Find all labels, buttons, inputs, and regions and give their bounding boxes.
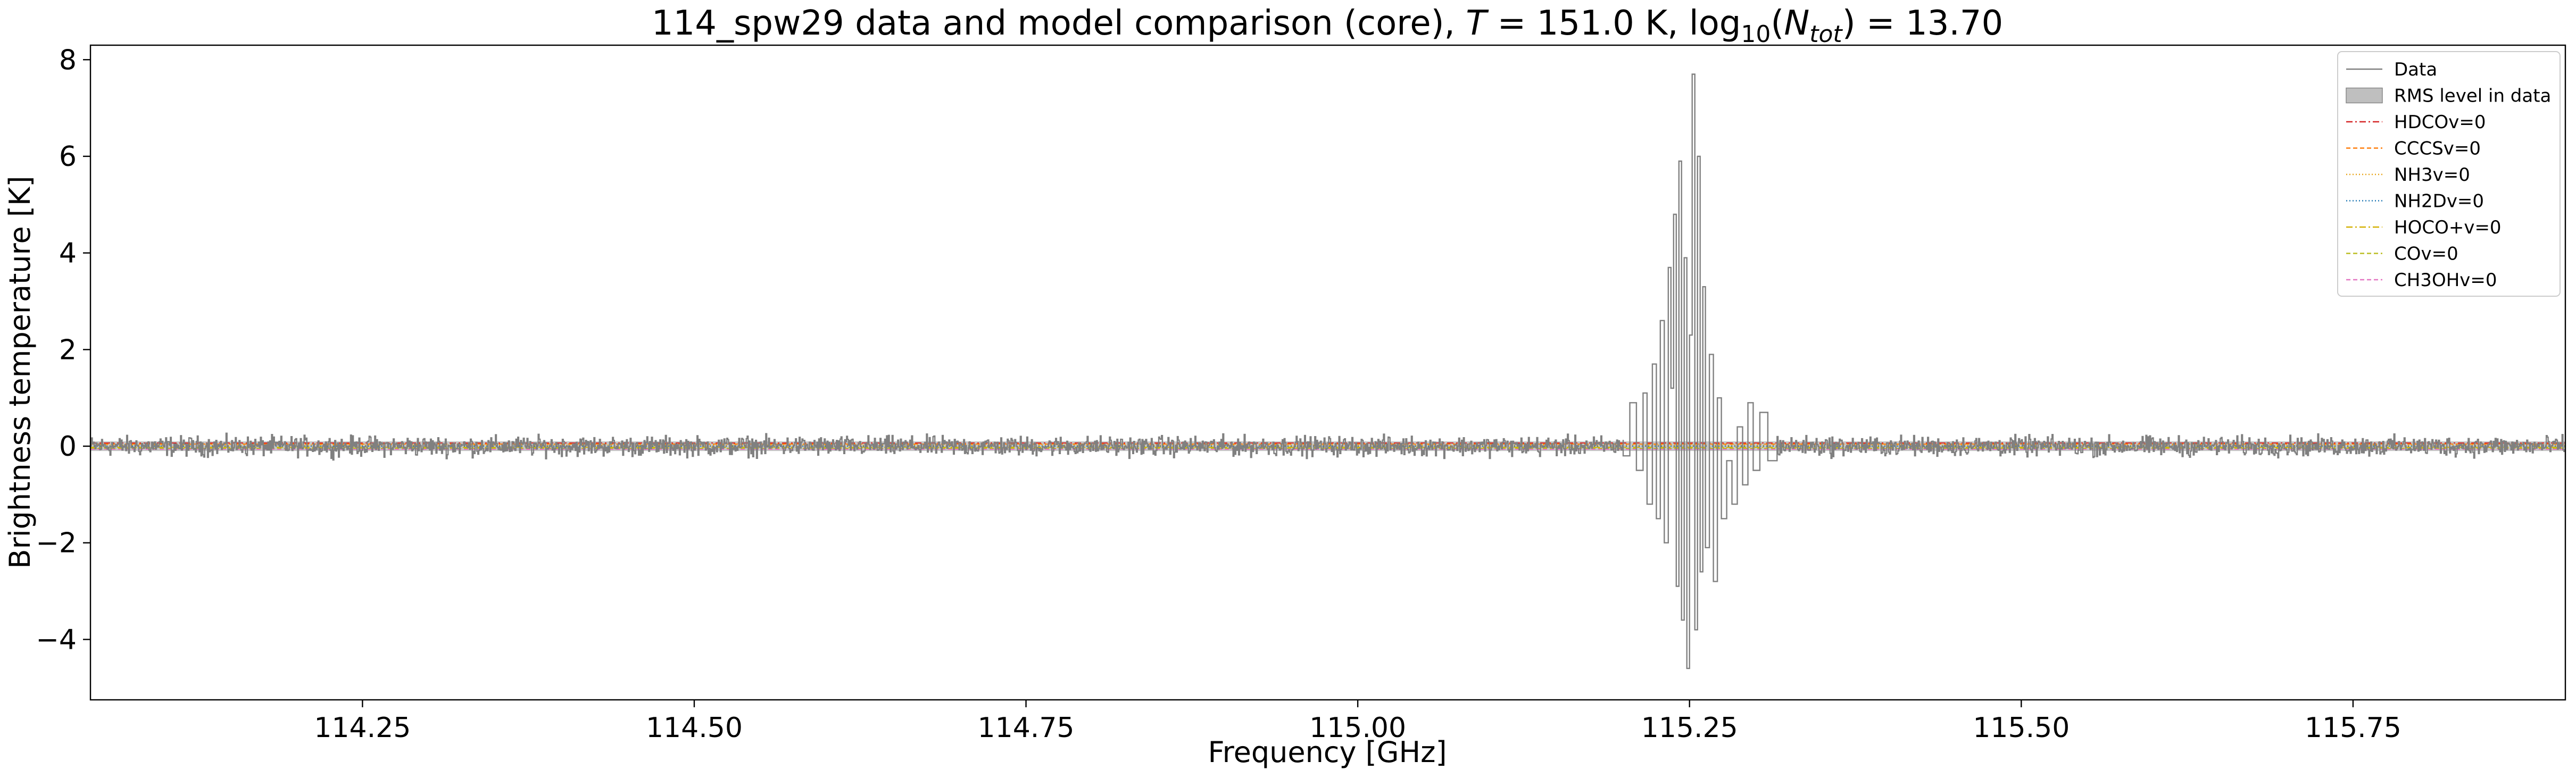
data-line [90, 73, 2565, 670]
legend-label-rms-level-in-data: RMS level in data [2394, 86, 2551, 107]
legend-label-cov-0: COv=0 [2394, 244, 2458, 265]
legend-label-nh2dv-0: NH2Dv=0 [2394, 191, 2484, 212]
legend-label-hoco-v-0: HOCO+v=0 [2394, 217, 2502, 238]
legend-box [2337, 51, 2561, 297]
title-n-symbol: N [1784, 4, 1809, 43]
y-tick-label: −4 [36, 624, 77, 656]
legend-swatch-rms-level-in-data [2346, 87, 2383, 104]
legend-label-nh3v-0: NH3v=0 [2394, 164, 2470, 186]
y-tick-label: −2 [36, 528, 77, 559]
legend-label-hdcov-0: HDCOv=0 [2394, 112, 2486, 133]
legend-label-ch3ohv-0: CH3OHv=0 [2394, 270, 2497, 291]
title-n-open: ( [1771, 4, 1784, 43]
y-axis-label: Brightness temperature [K] [3, 176, 37, 569]
title-t-value: = 151.0 K, log [1486, 4, 1741, 43]
y-tick-label: 8 [59, 44, 77, 76]
x-tick-label: 115.50 [1973, 712, 2070, 744]
legend-label-data: Data [2394, 59, 2437, 80]
legend-label-cccsv-0: CCCSv=0 [2394, 138, 2481, 160]
legend: Data RMS level in data HDCOv=0 CCCSv=0 NH3v=… [2337, 51, 2561, 297]
title-log-base: 10 [1741, 21, 1771, 48]
title-n-sub: tot [1809, 21, 1843, 48]
plot-frame [89, 44, 2566, 701]
x-axis-label: Frequency [GHz] [1208, 735, 1447, 769]
x-tick-label: 114.75 [978, 712, 1075, 744]
data-line-layer [90, 73, 2565, 670]
y-axis: −4 −2 0 2 4 6 8 [36, 44, 90, 656]
x-tick-label: 115.00 [1309, 712, 1406, 744]
x-tick-label: 114.50 [646, 712, 743, 744]
y-tick-label: 2 [59, 334, 77, 366]
x-tick-label: 115.75 [2305, 712, 2402, 744]
plot-area [90, 73, 2565, 670]
title-t-symbol: T [1466, 4, 1489, 43]
title-n-close: ) = 13.70 [1842, 4, 2004, 43]
legend-entries: Data RMS level in data HDCOv=0 CCCSv=0 NH3v=… [2346, 59, 2551, 291]
title-prefix: 114_spw29 data and model comparison (cor… [652, 4, 1466, 43]
x-tick-label: 115.25 [1641, 712, 1738, 744]
chart-title: 114_spw29 data and model comparison (cor… [652, 4, 2003, 48]
x-axis: 114.25 114.50 114.75 115.00 115.25 115.50 115.… [314, 700, 2402, 744]
y-tick-label: 0 [59, 431, 77, 463]
x-tick-label: 114.25 [314, 712, 411, 744]
y-tick-label: 4 [59, 238, 77, 270]
y-tick-label: 6 [59, 141, 77, 173]
